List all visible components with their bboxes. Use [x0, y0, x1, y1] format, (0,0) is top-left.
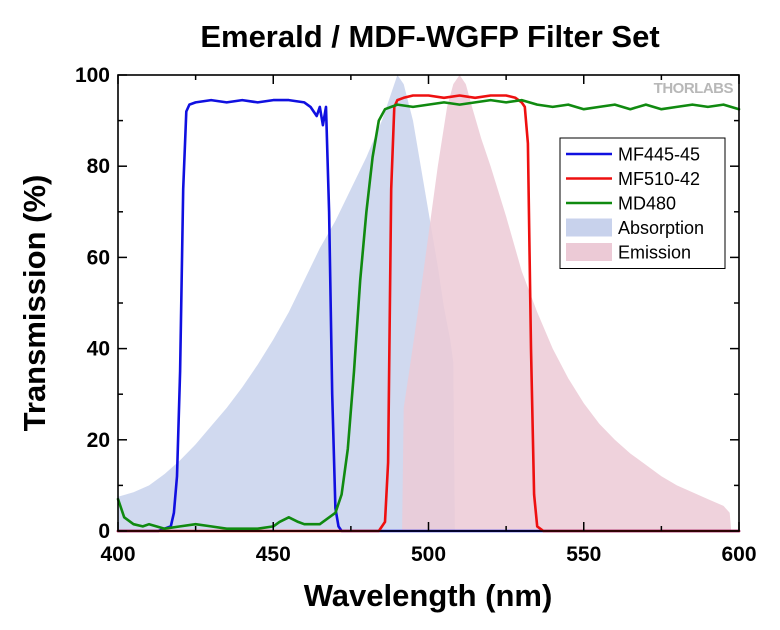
watermark-logo: THORLABS [654, 80, 734, 97]
legend-swatch-absorption [566, 218, 612, 237]
legend: MF445-45 MF510-42 MD480 Absorption Emission [559, 137, 726, 269]
x-tick-label: 550 [566, 543, 601, 566]
legend-label-mf445-45: MF445-45 [618, 145, 700, 165]
y-tick-label: 0 [98, 520, 110, 543]
axis-ticks: 400 450 500 550 600 0 20 40 60 80 100 [75, 64, 757, 566]
legend-label-mf510-42: MF510-42 [618, 169, 700, 189]
plot-area [116, 75, 741, 533]
legend-label-absorption: Absorption [618, 218, 704, 238]
y-tick-label: 100 [75, 64, 110, 87]
series-mf510-42-line [116, 94, 741, 533]
y-tick-label: 20 [87, 429, 110, 452]
x-tick-label: 600 [721, 543, 756, 566]
series-absorption-area [118, 75, 455, 531]
x-axis-label: Wavelength (nm) [304, 578, 553, 613]
chart-title: Emerald / MDF-WGFP Filter Set [200, 19, 659, 54]
y-tick-label: 40 [87, 338, 110, 361]
x-tick-label: 500 [411, 543, 446, 566]
legend-label-emission: Emission [618, 243, 691, 263]
legend-label-md480: MD480 [618, 194, 676, 214]
y-tick-label: 60 [87, 246, 110, 269]
legend-swatch-emission [566, 243, 612, 261]
x-tick-label: 400 [100, 543, 135, 566]
y-tick-label: 80 [87, 155, 110, 178]
series-emission-area [402, 75, 732, 531]
y-axis-label: Transmission (%) [17, 175, 52, 432]
series-mf445-45-line [116, 98, 741, 533]
x-tick-label: 450 [256, 543, 291, 566]
series-md480-line [116, 98, 741, 531]
